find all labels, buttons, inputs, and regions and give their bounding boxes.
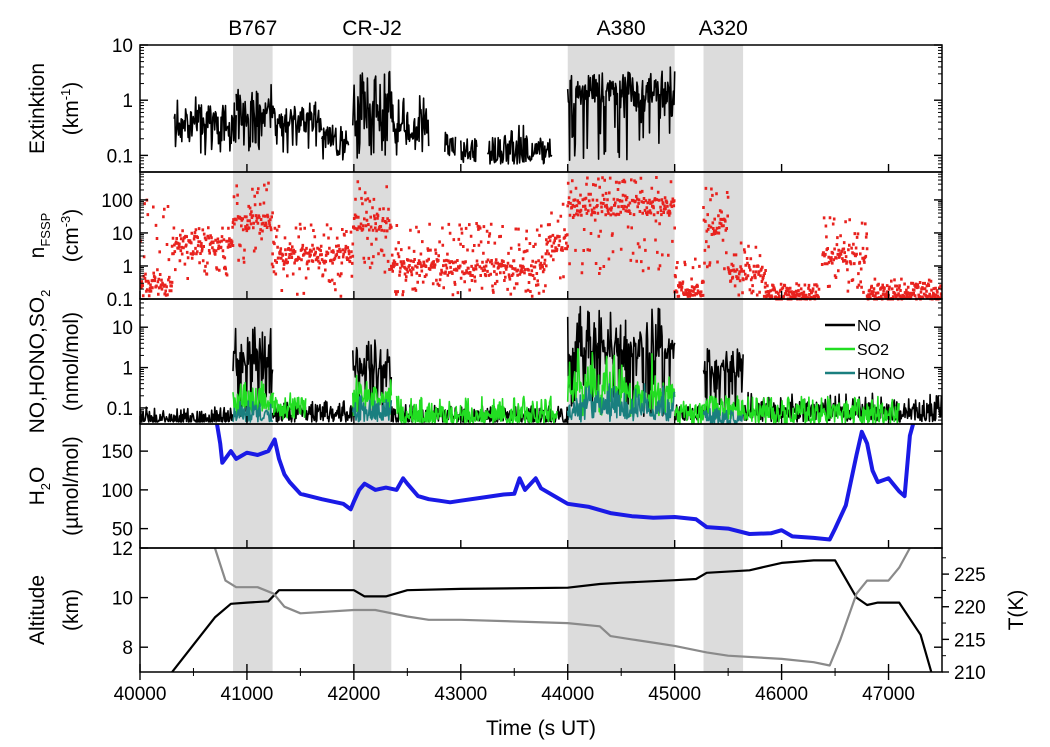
ytick-label-right: 210 [954,663,986,684]
region-label-a320: A320 [699,17,748,40]
ylabel-line2-h2o: (µmol/mol) [60,436,83,536]
series-extinktion-seg-3 [321,124,350,161]
ylabel-line1-altitude: Altitude [26,575,49,645]
series-so2-seg-1 [272,392,307,420]
ytick-label-h2o: 150 [101,442,133,463]
legend: NO SO2 HONO [825,318,905,383]
series-extinktion-seg-1 [235,83,275,152]
series-extinktion-seg-9 [566,66,676,161]
ylabel-line2-nfssp: (cm-3) [58,209,83,263]
xtick-label: 45000 [648,684,701,705]
right-axis-label: T(K) [1005,590,1028,631]
ytick-label-altitude: 12 [112,539,133,560]
series-no-seg-0 [140,406,234,423]
region-label-a380: A380 [597,17,646,40]
series-nfssp-seg-11 [764,281,821,301]
series-extinktion-seg-2 [272,101,323,154]
series-so2-seg-2 [352,374,393,417]
xtick-label: 47000 [862,684,915,705]
series-no-seg-1 [232,326,274,417]
series-nfssp-seg-4 [351,180,393,274]
ytick-label-trace: 10 [112,318,133,339]
ylabel-line2-trace: (nmol/mol) [60,312,83,411]
ytick-label-nfssp: 100 [101,191,133,212]
series-extinktion-seg-4 [352,70,395,159]
series-clip [140,66,942,672]
series-so2-seg-3 [395,395,558,425]
series-so2-seg-0 [232,380,275,416]
xtick-label: 46000 [755,684,808,705]
series-hono-seg-3 [702,407,744,424]
xtick-label: 40000 [114,684,167,705]
series-nfssp-seg-6 [545,202,569,280]
series-nfssp-seg-10 [726,241,767,298]
ytick-label-right: 225 [954,565,986,586]
xtick-label: 42000 [327,684,380,705]
series-nfssp-seg-3 [271,222,355,298]
ytick-label-altitude: 10 [112,589,133,610]
xtick-label: 43000 [434,684,487,705]
ytick-label-right: 220 [954,598,986,619]
data-series [140,66,942,672]
series-extinktion-seg-6 [444,131,457,157]
series-extinktion-seg-5 [392,95,430,156]
ylabel-line1-extinction: Extinktion [26,63,49,154]
series-altitude [171,559,933,672]
series-nfssp-seg-2 [231,181,274,266]
series-extinktion-seg-8 [486,124,553,165]
series-nfssp-seg-1 [170,225,235,280]
xtick-label: 44000 [541,684,594,705]
ytick-label-h2o: 50 [112,520,133,541]
series-no-seg-7 [702,348,744,415]
series-extinktion-seg-7 [460,138,478,163]
ytick-label-nfssp: 0.1 [107,290,133,311]
series-extinktion-seg-0 [173,96,237,156]
legend-label-so2: SO2 [857,342,889,359]
ylabel-line2-altitude: (km) [60,589,83,631]
ytick-label-right: 215 [954,630,986,651]
axis-ticks [139,44,949,680]
series-nfssp-seg-13 [865,277,942,301]
series-t [213,547,911,667]
series-nfssp-seg-5 [390,222,548,298]
axis-labels: B767 CR-J2 A380 A320 0.1 1 10 Extinktion (km-1) 0… [26,17,1028,740]
ytick-label-h2o: 100 [101,481,133,502]
series-so2-seg-4 [566,348,676,417]
xtick-label: 41000 [221,684,274,705]
series-nfssp-seg-8 [673,257,705,298]
series-hono-seg-1 [352,395,393,423]
series-hono-seg-0 [232,400,274,423]
legend-label-hono: HONO [857,366,905,383]
ytick-label-nfssp: 10 [112,224,133,245]
region-label-cr-j2: CR-J2 [342,17,402,40]
ytick-label-trace: 0.1 [107,399,133,420]
legend-label-no: NO [857,318,881,335]
series-nfssp-seg-12 [820,216,869,294]
ylabel-line2-extinction: (km-1) [58,82,83,136]
ytick-label-extinction: 1 [122,91,133,112]
series-so2-seg-7 [742,395,900,425]
series-nfssp-seg-9 [702,186,730,271]
ytick-label-nfssp: 1 [122,257,133,278]
ylabel-line1-trace: NO,HONO,SO2 [26,290,53,434]
series-h2o [215,423,916,542]
ylabel-line1-h2o: H2O [26,467,53,506]
ylabel-line1-nfssp: nFSSP [26,213,53,259]
series-so2-seg-5 [673,400,705,425]
ytick-label-extinction: 10 [112,36,133,57]
ytick-label-altitude: 8 [122,638,133,659]
region-label-b767: B767 [228,17,277,40]
x-axis-label: Time (s UT) [486,717,596,740]
series-nfssp-seg-7 [566,176,676,275]
ytick-label-trace: 1 [122,359,133,380]
panel-frame-altitude [139,547,943,673]
ytick-label-extinction: 0.1 [107,146,133,167]
series-hono-seg-2 [566,383,676,423]
series-nfssp-seg-0 [140,198,174,298]
